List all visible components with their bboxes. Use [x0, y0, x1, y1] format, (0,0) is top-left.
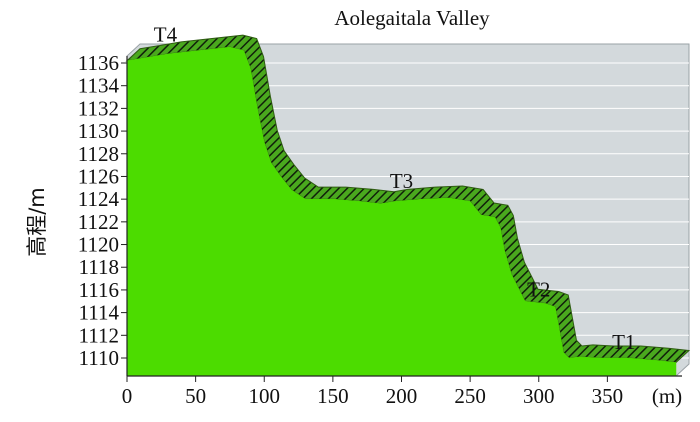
- y-tick-label: 1120: [78, 233, 119, 257]
- y-tick-label: 1134: [78, 74, 120, 98]
- y-tick-label: 1112: [79, 323, 119, 347]
- terrace-label: T1: [612, 330, 635, 354]
- y-tick-label: 1124: [78, 187, 120, 211]
- y-tick-label: 1116: [79, 278, 119, 302]
- y-tick-label: 1118: [79, 255, 119, 279]
- x-tick-label: 300: [523, 384, 555, 408]
- y-tick-label: 1130: [78, 119, 119, 143]
- area-series: [126, 46, 677, 377]
- axes: 1110111211141116111811201122112411261128…: [78, 51, 682, 408]
- plot-area: T4 T3 T2 T1: [125, 22, 691, 377]
- terrace-label: T3: [390, 169, 413, 193]
- y-axis-label: 高程/m: [25, 187, 49, 257]
- x-tick-label: 250: [454, 384, 486, 408]
- x-tick-label: 0: [122, 384, 133, 408]
- y-tick-label: 1122: [78, 210, 119, 234]
- chart-title: Aolegaitala Valley: [334, 6, 490, 30]
- x-tick-label: 350: [592, 384, 624, 408]
- y-tick-label: 1128: [78, 142, 119, 166]
- y-tick-label: 1136: [78, 51, 119, 75]
- y-tick-label: 1132: [78, 96, 119, 120]
- x-axis-unit-label: (m): [652, 384, 682, 408]
- y-tick-label: 1110: [79, 346, 119, 370]
- x-tick-label: 100: [249, 384, 281, 408]
- terrace-label: T4: [154, 22, 178, 46]
- y-tick-label: 1114: [79, 301, 120, 325]
- x-tick-label: 150: [317, 384, 349, 408]
- x-tick-label: 200: [386, 384, 418, 408]
- terrace-label: T2: [527, 278, 550, 302]
- x-tick-label: 50: [185, 384, 206, 408]
- y-tick-label: 1126: [78, 164, 119, 188]
